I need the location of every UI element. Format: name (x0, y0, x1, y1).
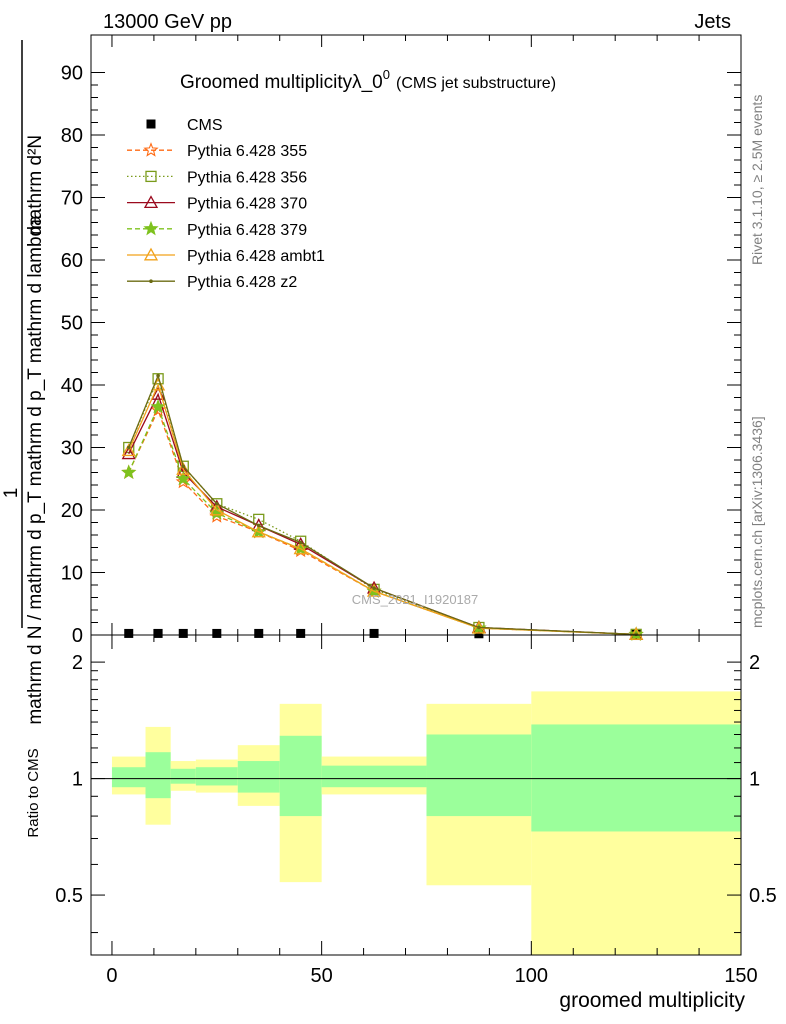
main-yticks: 0 10 20 30 40 50 60 70 80 90 (61, 35, 742, 647)
ratio-stat-band (170, 768, 196, 784)
main-series (121, 373, 644, 641)
legend-marker (143, 220, 159, 236)
main-ytick-label: 40 (61, 375, 83, 397)
series-6-point (298, 540, 303, 545)
series-5-point (366, 583, 382, 597)
series-5-line (128, 383, 637, 636)
series-0-point (178, 628, 188, 638)
series-4-point (209, 505, 225, 520)
main-ytick-label: 90 (61, 63, 83, 85)
legend-marker (143, 247, 159, 261)
header-right: Jets (694, 11, 731, 33)
series-4-point (150, 398, 166, 414)
main-ylabel-bottom: mathrm d N / mathrm d p_T mathrm d p_T m… (25, 215, 46, 725)
x-axis-label: groomed multiplicity (559, 989, 745, 1012)
chart-subtitle: (CMS jet substructure) (396, 75, 556, 92)
series-0-point (124, 628, 134, 638)
ratio-xtick-label: 50 (311, 965, 333, 987)
ratio-ytick-label-right: 0.5 (749, 885, 777, 907)
ratio-stat-band (321, 765, 427, 788)
main-ytick-label: 80 (61, 125, 83, 147)
series-1-point (209, 508, 225, 523)
ratio-yticks: 0.5 0.5 1 1 2 2 (55, 652, 777, 934)
ratio-stat-band (531, 724, 741, 832)
series-6-point (126, 445, 131, 450)
series-0-point (153, 628, 163, 638)
series-0-point (474, 629, 484, 639)
main-plot: 0 10 20 30 40 50 60 70 80 90 (61, 34, 742, 647)
legend-marker (146, 119, 156, 129)
ratio-stat-band (111, 767, 146, 788)
series-5-point (251, 524, 266, 538)
main-ytick-label: 0 (72, 625, 83, 647)
ratio-plot-frame (90, 634, 742, 956)
series-5-point (293, 541, 308, 555)
series-6-point (634, 632, 638, 637)
main-ytick-label: 30 (61, 438, 83, 460)
series-4-point (121, 464, 137, 480)
series-1-point (175, 473, 191, 489)
legend-label: Pythia 6.428 z2 (187, 274, 297, 291)
chart-title: Groomed multiplicityλ_00 (CMS jet substru… (180, 67, 556, 93)
rivet-label: Rivet 3.1.10, ≥ 2.5M events (749, 95, 765, 265)
ratio-stat-band (145, 752, 171, 799)
series-6-point (181, 464, 186, 469)
main-ylabel-top: mathrm d²N (25, 135, 46, 235)
ratio-ytick-label: 0.5 (55, 885, 83, 907)
main-ytick-label: 10 (61, 563, 83, 585)
series-6-point (256, 523, 261, 528)
ratio-ytick-label: 2 (72, 652, 83, 674)
series-6-point (477, 625, 481, 630)
legend-marker (145, 170, 157, 183)
analysis-watermark: CMS_2021_I1920187 (352, 592, 479, 607)
ratio-ylabel: Ratio to CMS (25, 748, 42, 837)
legend-marker (143, 142, 159, 157)
main-ylabel: mathrm d²N 1 mathrm d N / mathrm d p_T m… (1, 40, 46, 725)
legend-label: Pythia 6.428 356 (187, 169, 307, 186)
ratio-stat-band (279, 735, 322, 817)
series-0-point (212, 628, 222, 638)
series-0-point (369, 628, 379, 638)
series-0-point (296, 628, 306, 638)
chart-title-main: Groomed multiplicityλ_0 (180, 72, 383, 93)
legend-marker (143, 195, 159, 209)
ratio-xticks: 0 50 100 150 (106, 635, 758, 987)
legend-label: Pythia 6.428 370 (187, 196, 307, 213)
series-4-point (175, 470, 191, 486)
header-left: 13000 GeV pp (103, 11, 232, 33)
ratio-xtick-label: 150 (724, 965, 757, 987)
legend: CMS Pythia 6.428 355 Pythia 6.428 356 Pythi… (127, 117, 325, 291)
legend-marker (149, 279, 153, 284)
ratio-ytick-label-right: 1 (749, 769, 760, 791)
series-6-point (372, 586, 376, 590)
series-5-point (121, 443, 136, 457)
legend-label: Pythia 6.428 379 (187, 222, 307, 239)
legend-label: Pythia 6.428 ambt1 (187, 248, 325, 265)
main-ylabel-one: 1 (1, 488, 22, 499)
ratio-xtick-label: 0 (106, 965, 117, 987)
main-ytick-label: 50 (61, 313, 83, 335)
series-0-point (254, 628, 264, 638)
series-5-point (209, 502, 224, 516)
chart-title-sup: 0 (383, 67, 390, 82)
main-ytick-label: 70 (61, 188, 83, 210)
series-6-point (156, 373, 160, 378)
ratio-stat-band (237, 761, 280, 793)
series-3-point (121, 446, 136, 460)
mcplots-label: mcplots.cern.ch [arXiv:1306.3436] (749, 416, 765, 628)
legend-label: Pythia 6.428 355 (187, 143, 307, 160)
ratio-xtick-label: 100 (515, 965, 548, 987)
ratio-ytick-label: 1 (72, 769, 83, 791)
ratio-bands (111, 691, 741, 955)
ratio-stat-band (195, 767, 238, 786)
ratio-plot: 0.5 0.5 1 1 2 2 0 50 100 150 (55, 634, 777, 987)
main-ytick-label: 60 (61, 250, 83, 272)
ratio-ytick-label-right: 2 (749, 652, 760, 674)
legend-label: CMS (187, 117, 223, 134)
ratio-stat-band (426, 734, 532, 817)
main-ytick-label: 20 (61, 500, 83, 522)
series-6-point (215, 501, 219, 506)
